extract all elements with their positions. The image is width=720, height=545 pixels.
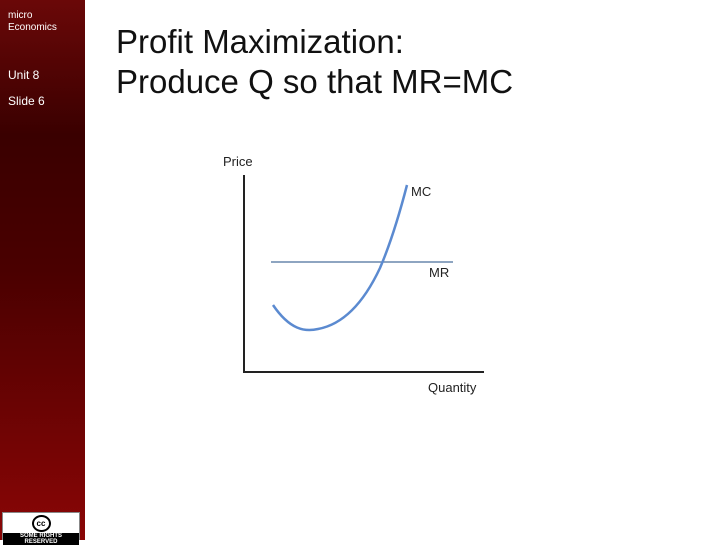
axes	[243, 175, 484, 373]
title-line: Profit Maximization:	[116, 23, 404, 60]
course-line: micro	[8, 10, 33, 21]
x-axis-label: Quantity	[428, 380, 477, 395]
curve-label: MR	[429, 265, 449, 280]
mc-curve	[271, 184, 409, 332]
title-line: Produce Q so that MR=MC	[116, 63, 514, 100]
sidebar: micro Economics Unit 8 Slide 6 cc SOME R…	[0, 0, 85, 545]
course-line: Economics	[8, 22, 57, 33]
slide-number: Slide 6	[8, 94, 45, 108]
curve-label: MC	[411, 184, 431, 199]
cc-icon: cc	[31, 515, 51, 532]
license-badge[interactable]: cc SOME RIGHTS RESERVED	[2, 512, 80, 545]
title: Profit Maximization: Produce Q so that M…	[116, 22, 513, 102]
unit: Unit 8	[8, 68, 40, 82]
y-axis-label: Price	[223, 154, 253, 169]
